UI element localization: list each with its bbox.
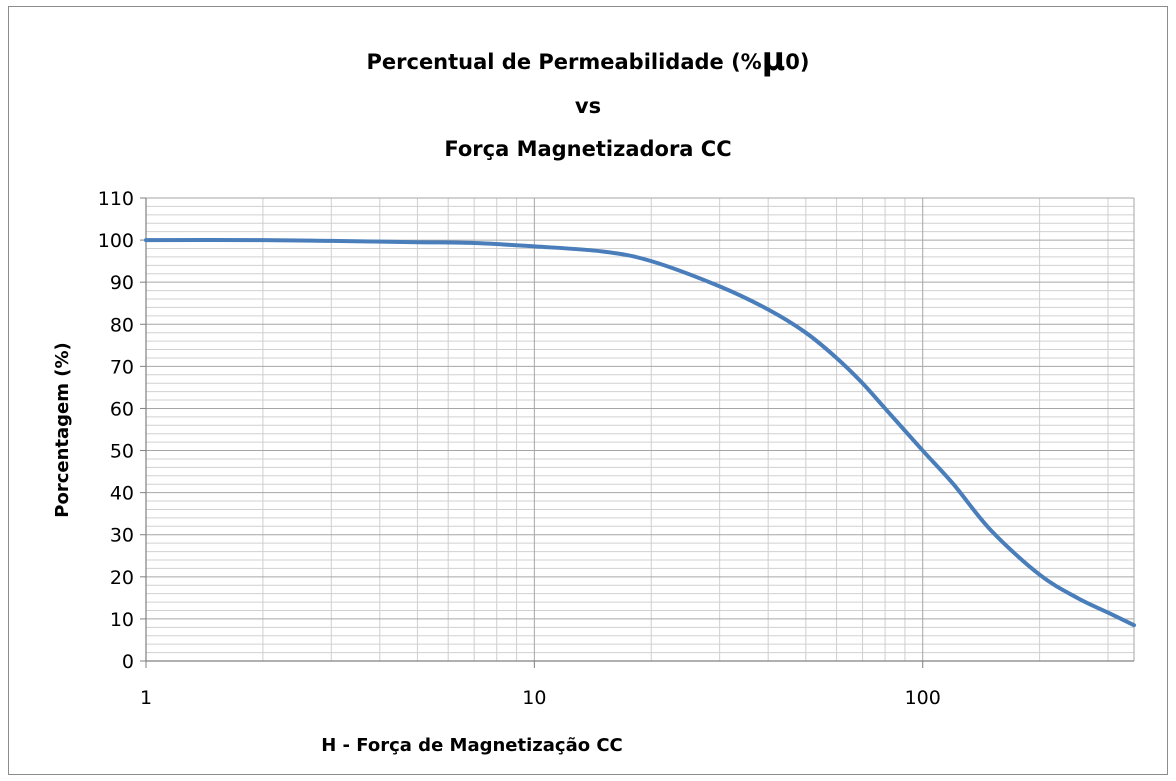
y-tick-label: 70 (110, 356, 134, 378)
y-tick-label: 100 (98, 230, 134, 252)
y-tick-label: 50 (110, 441, 134, 463)
x-axis-label: H - Força de Magnetização CC (321, 735, 623, 756)
y-tick-label: 90 (110, 272, 134, 294)
y-tick-label: 0 (122, 651, 134, 673)
axes (140, 197, 1135, 668)
y-tick-label: 110 (98, 188, 134, 210)
x-tick-label: 1 (140, 687, 152, 709)
grid-minor-horizontal (146, 205, 1134, 654)
y-tick-label: 10 (110, 609, 134, 631)
x-tick-label: 10 (522, 687, 546, 709)
chart-title-line-1: Percentual de Permeabilidade (%μ0) (0, 43, 1176, 75)
grid-minor-vertical (262, 198, 1109, 661)
chart-title-line-3: Força Magnetizadora CC (444, 137, 732, 161)
x-tick-label: 100 (905, 687, 941, 709)
y-tick-label: 40 (110, 483, 134, 505)
chart-title-suffix: 0) (785, 50, 810, 74)
grid-major (146, 197, 1134, 661)
chart-frame (8, 6, 1168, 775)
chart-title-text: Percentual de Permeabilidade (% (366, 50, 762, 74)
series-line (144, 238, 1136, 628)
chart-title-mu: μ (761, 40, 786, 78)
y-axis-label: Porcentagem (%) (52, 342, 73, 517)
series-layer (144, 238, 1136, 628)
y-tick-label: 60 (110, 398, 134, 420)
y-tick-label: 80 (110, 314, 134, 336)
y-tick-label: 20 (110, 567, 134, 589)
chart-title-line-2: vs (574, 94, 602, 118)
y-tick-label: 30 (110, 525, 134, 547)
